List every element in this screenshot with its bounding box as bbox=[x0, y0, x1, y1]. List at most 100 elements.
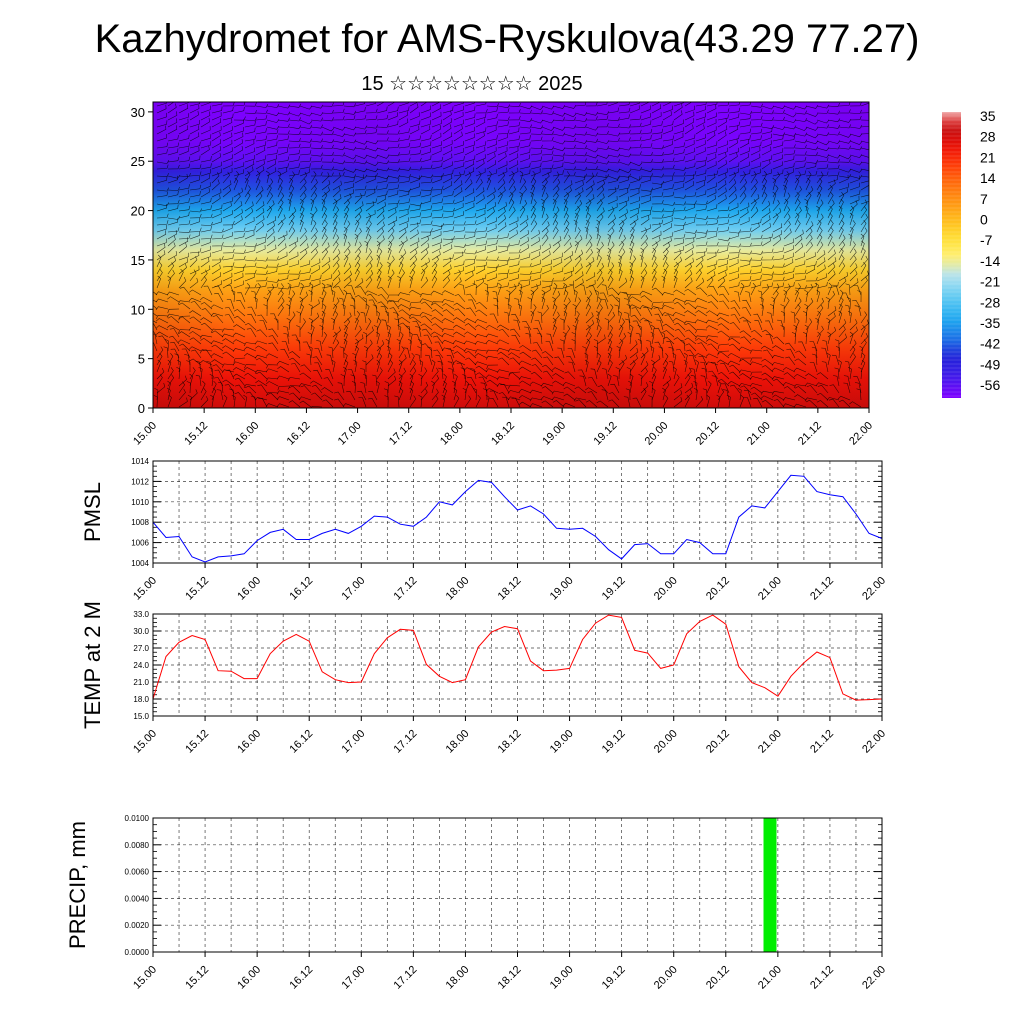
wind-barb bbox=[464, 113, 476, 121]
wind-barb bbox=[288, 103, 302, 108]
wind-barb bbox=[420, 212, 433, 219]
wind-barb bbox=[442, 220, 455, 226]
wind-barb bbox=[156, 262, 163, 275]
wind-barb bbox=[343, 338, 348, 352]
wind-barb bbox=[728, 336, 741, 341]
wind-barb bbox=[618, 268, 623, 282]
wind-barb bbox=[771, 367, 785, 373]
wind-barb bbox=[794, 283, 801, 296]
wind-barb bbox=[662, 211, 674, 219]
wind-barb bbox=[739, 269, 752, 275]
wind-barb bbox=[486, 140, 497, 149]
wind-barb bbox=[783, 220, 791, 233]
wind-barb bbox=[530, 119, 544, 124]
wind-barb bbox=[579, 284, 587, 296]
wind-barb bbox=[783, 162, 795, 170]
wind-barb bbox=[640, 347, 649, 359]
wind-barb bbox=[353, 359, 358, 373]
wind-barb bbox=[761, 345, 774, 352]
wind-barb bbox=[266, 112, 280, 117]
wind-barb bbox=[706, 264, 716, 275]
wind-barb bbox=[622, 292, 631, 303]
wind-barb bbox=[618, 201, 628, 212]
wind-barb bbox=[255, 345, 268, 352]
wind-barb bbox=[695, 190, 707, 198]
wind-barb bbox=[398, 249, 407, 261]
wind-barb bbox=[508, 273, 520, 282]
wind-barb bbox=[574, 102, 587, 107]
wind-barb bbox=[233, 169, 245, 177]
wind-barb bbox=[243, 384, 257, 389]
wind-barb bbox=[266, 244, 277, 254]
wind-barb bbox=[398, 190, 410, 198]
x-tick-label: 17.00 bbox=[336, 420, 364, 448]
wind-barb bbox=[662, 254, 668, 268]
wind-barb bbox=[431, 102, 441, 107]
wind-barb bbox=[497, 171, 506, 184]
wind-barb bbox=[156, 382, 166, 394]
wind-barb bbox=[552, 198, 557, 212]
wind-barb bbox=[156, 374, 163, 387]
wind-barb bbox=[849, 255, 857, 268]
wind-barb bbox=[631, 307, 642, 317]
wind-barb bbox=[673, 215, 687, 220]
wind-barb bbox=[413, 334, 422, 345]
colorbar-label: -14 bbox=[980, 253, 1000, 269]
wind-barb bbox=[277, 304, 284, 317]
wind-barb bbox=[332, 219, 338, 233]
wind-barb bbox=[420, 147, 432, 156]
wind-barb bbox=[651, 200, 664, 205]
wind-barb bbox=[750, 250, 764, 255]
wind-barb bbox=[189, 248, 202, 254]
wind-barb bbox=[189, 367, 196, 380]
wind-barb bbox=[189, 310, 202, 317]
wind-barb bbox=[530, 136, 543, 142]
wind-barb bbox=[214, 369, 224, 380]
wind-barb bbox=[156, 112, 167, 121]
wind-barb bbox=[728, 281, 740, 289]
wind-barb bbox=[673, 317, 686, 324]
wind-barb bbox=[434, 341, 444, 352]
wind-barb bbox=[684, 147, 695, 156]
wind-barb bbox=[464, 202, 475, 212]
wind-barb bbox=[739, 227, 752, 233]
wind-barb bbox=[825, 296, 830, 310]
wind-barb bbox=[277, 199, 284, 212]
wind-barb bbox=[684, 269, 693, 282]
wind-barb bbox=[310, 234, 317, 247]
wind-barb bbox=[527, 297, 532, 310]
wind-barb bbox=[398, 222, 409, 233]
wind-barb bbox=[860, 119, 869, 121]
wind-barb bbox=[291, 334, 301, 345]
wind-barb bbox=[662, 184, 674, 191]
wind-barb bbox=[376, 352, 383, 366]
wind-barb bbox=[838, 205, 843, 219]
wind-barb bbox=[837, 395, 851, 401]
wind-barb bbox=[860, 262, 867, 275]
wind-barb bbox=[717, 187, 727, 198]
wind-barb bbox=[772, 177, 777, 191]
wind-barb bbox=[684, 302, 697, 310]
wind-barb bbox=[750, 168, 761, 177]
wind-barb bbox=[551, 390, 565, 395]
wind-barb bbox=[156, 315, 169, 320]
wind-barb bbox=[629, 176, 641, 184]
wind-barb bbox=[266, 221, 276, 233]
wind-barb bbox=[815, 317, 820, 331]
wind-barb bbox=[794, 110, 808, 115]
wind-barb bbox=[221, 369, 235, 374]
wind-barb bbox=[167, 175, 178, 184]
wind-barb bbox=[750, 141, 762, 149]
wind-barb bbox=[244, 207, 254, 219]
wind-barb bbox=[507, 348, 521, 353]
wind-barb bbox=[290, 363, 301, 373]
wind-barb bbox=[517, 303, 522, 317]
wind-barb bbox=[721, 383, 730, 394]
wind-barb bbox=[772, 185, 779, 198]
wind-barb bbox=[596, 296, 602, 310]
wind-barb bbox=[354, 102, 366, 107]
wind-barb bbox=[794, 220, 801, 233]
wind-barb bbox=[816, 392, 829, 401]
wind-barb bbox=[266, 205, 273, 219]
wind-barb bbox=[453, 251, 464, 261]
